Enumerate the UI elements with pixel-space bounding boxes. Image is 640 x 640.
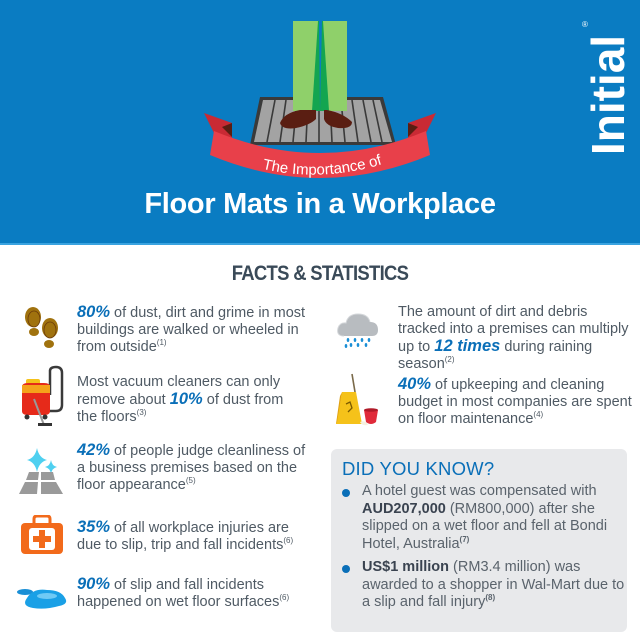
fact-highlight: 90% <box>77 575 111 593</box>
footnote-ref: (5) <box>185 476 196 485</box>
item-text: (RM800,000) after she slipped on a wet f… <box>362 500 608 552</box>
fact-item: 80% of dust, dirt and grime in most buil… <box>0 300 320 360</box>
fact-body: of dust from the floors <box>77 392 284 425</box>
fact-text: 90% of slip and fall incidents happened … <box>77 576 317 611</box>
fact-text: Most vacuum cleaners can only remove abo… <box>77 374 307 426</box>
item-text: A hotel guest was compensated with <box>362 483 597 499</box>
rain-cloud-icon <box>337 313 378 348</box>
fact-text: The amount of dirt and debris tracked in… <box>398 304 638 373</box>
footnote-ref: (6) <box>283 536 294 545</box>
fact-highlight: 80% <box>77 303 111 321</box>
footnote-ref: (1) <box>156 338 167 347</box>
fact-highlight: 40% <box>398 375 432 393</box>
fact-item: Most vacuum cleaners can only remove abo… <box>0 365 320 430</box>
fact-body: of people judge cleanliness of a busines… <box>77 443 306 493</box>
fact-text: 80% of dust, dirt and grime in most buil… <box>77 304 307 356</box>
footnote-ref: (8) <box>485 593 496 602</box>
did-you-know-title: DID YOU KNOW? <box>342 458 495 479</box>
fact-text: 42% of people judge cleanliness of a bus… <box>77 442 307 494</box>
fact-text: 35% of all workplace injuries are due to… <box>77 519 317 554</box>
fact-item: 42% of people judge cleanliness of a bus… <box>0 440 320 500</box>
bullet-icon <box>342 489 350 497</box>
ribbon-text-layer: The Importance of <box>261 151 384 178</box>
footnote-ref: (6) <box>279 593 290 602</box>
ribbon-text: The Importance of <box>261 151 384 178</box>
hero-banner: The Importance of Initial ® Floor Mats i… <box>0 0 640 245</box>
page-title: Floor Mats in a Workplace <box>144 188 496 220</box>
fact-body: The amount of dirt and debris tracked in… <box>398 304 629 355</box>
did-you-know-text: US$1 million (RM3.4 million) was awarded… <box>362 559 627 612</box>
fact-body: of dust, dirt and grime in most building… <box>77 305 306 355</box>
fact-item: 90% of slip and fall incidents happened … <box>0 572 320 617</box>
footprints-icon <box>25 307 58 348</box>
brand-wordmark: Initial <box>582 34 634 156</box>
footnote-ref: (7) <box>459 534 470 544</box>
fact-text: 40% of upkeeping and cleaning budget in … <box>398 376 638 428</box>
fact-highlight: 10% <box>169 390 203 408</box>
trousers-icon <box>293 21 347 111</box>
wet-floor-sign-icon <box>336 373 378 426</box>
item-amount: US$1 million <box>362 559 450 575</box>
did-you-know-text: A hotel guest was compensated with AUD20… <box>362 483 627 553</box>
did-you-know-item: A hotel guest was compensated with AUD20… <box>342 483 627 553</box>
fact-item: 40% of upkeeping and cleaning budget in … <box>320 370 640 435</box>
fact-highlight: 12 times <box>434 337 501 355</box>
svg-text:The Importance of: The Importance of <box>261 151 384 178</box>
water-puddle-icon <box>17 589 67 609</box>
fact-item: 35% of all workplace injuries are due to… <box>0 515 320 560</box>
floor-mat-illustration <box>204 21 436 178</box>
did-you-know-item: US$1 million (RM3.4 million) was awarded… <box>342 559 627 619</box>
fact-body: of all workplace injuries are due to sli… <box>77 520 289 553</box>
footnote-ref: (4) <box>533 410 544 419</box>
item-amount: AUD207,000 <box>362 500 446 517</box>
sparkling-floor-icon <box>19 448 63 494</box>
fact-body: of slip and fall incidents happened on w… <box>77 577 280 610</box>
registered-mark: ® <box>582 20 588 29</box>
fact-highlight: 42% <box>77 441 111 459</box>
fact-body: Most vacuum cleaners can only remove abo… <box>77 374 281 408</box>
fact-item: The amount of dirt and debris tracked in… <box>320 300 640 372</box>
ribbon-icon <box>204 113 436 178</box>
fact-body: of upkeeping and cleaning budget in most… <box>398 377 632 427</box>
section-heading: FACTS & STATISTICS <box>231 262 409 285</box>
footnote-ref: (2) <box>444 355 455 364</box>
first-aid-kit-icon <box>21 515 63 554</box>
footnote-ref: (3) <box>136 408 147 417</box>
bullet-icon <box>342 565 350 573</box>
fact-body: during raining season <box>398 339 593 372</box>
shoes-icon <box>280 110 352 129</box>
floor-mat-icon <box>250 97 396 145</box>
did-you-know-panel: DID YOU KNOW? A hotel guest was compensa… <box>331 449 627 632</box>
initial-brand-logo: Initial <box>582 20 634 170</box>
fact-highlight: 35% <box>77 518 111 536</box>
item-text: (RM3.4 million) was awarded to a shopper… <box>362 559 625 610</box>
vacuum-cleaner-icon <box>22 365 64 426</box>
